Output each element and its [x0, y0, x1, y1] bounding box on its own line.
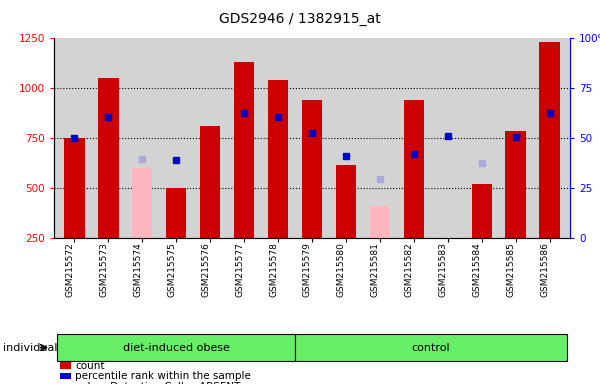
- Text: GDS2946 / 1382915_at: GDS2946 / 1382915_at: [219, 12, 381, 25]
- Text: value, Detection Call = ABSENT: value, Detection Call = ABSENT: [75, 382, 241, 384]
- Text: GSM215582: GSM215582: [405, 242, 414, 297]
- Bar: [370, 206, 390, 238]
- Text: GSM215577: GSM215577: [235, 242, 244, 297]
- Text: GSM215583: GSM215583: [439, 242, 448, 297]
- Text: GSM215580: GSM215580: [337, 242, 346, 297]
- Text: GSM215578: GSM215578: [269, 242, 278, 297]
- Text: GSM215574: GSM215574: [133, 242, 142, 297]
- Bar: [234, 62, 254, 238]
- Bar: [64, 138, 85, 238]
- Bar: [200, 126, 220, 238]
- Bar: [404, 100, 424, 238]
- Text: GSM215576: GSM215576: [201, 242, 210, 297]
- Bar: [302, 100, 322, 238]
- Bar: [539, 42, 560, 238]
- Bar: [505, 131, 526, 238]
- Text: diet-induced obese: diet-induced obese: [123, 343, 230, 353]
- Text: individual: individual: [3, 343, 58, 353]
- Bar: [98, 78, 119, 238]
- Text: GSM215586: GSM215586: [541, 242, 550, 297]
- Text: control: control: [412, 343, 450, 353]
- Text: GSM215573: GSM215573: [100, 242, 109, 297]
- Bar: [268, 80, 288, 238]
- Text: count: count: [75, 361, 104, 371]
- Text: GSM215579: GSM215579: [303, 242, 312, 297]
- Text: GSM215584: GSM215584: [473, 242, 482, 297]
- Text: GSM215585: GSM215585: [506, 242, 515, 297]
- Text: GSM215572: GSM215572: [65, 242, 74, 297]
- Bar: [166, 188, 187, 238]
- Text: GSM215581: GSM215581: [371, 242, 380, 297]
- Bar: [472, 184, 492, 238]
- Text: GSM215575: GSM215575: [167, 242, 176, 297]
- Bar: [336, 165, 356, 238]
- Text: percentile rank within the sample: percentile rank within the sample: [75, 371, 251, 381]
- Bar: [132, 168, 152, 238]
